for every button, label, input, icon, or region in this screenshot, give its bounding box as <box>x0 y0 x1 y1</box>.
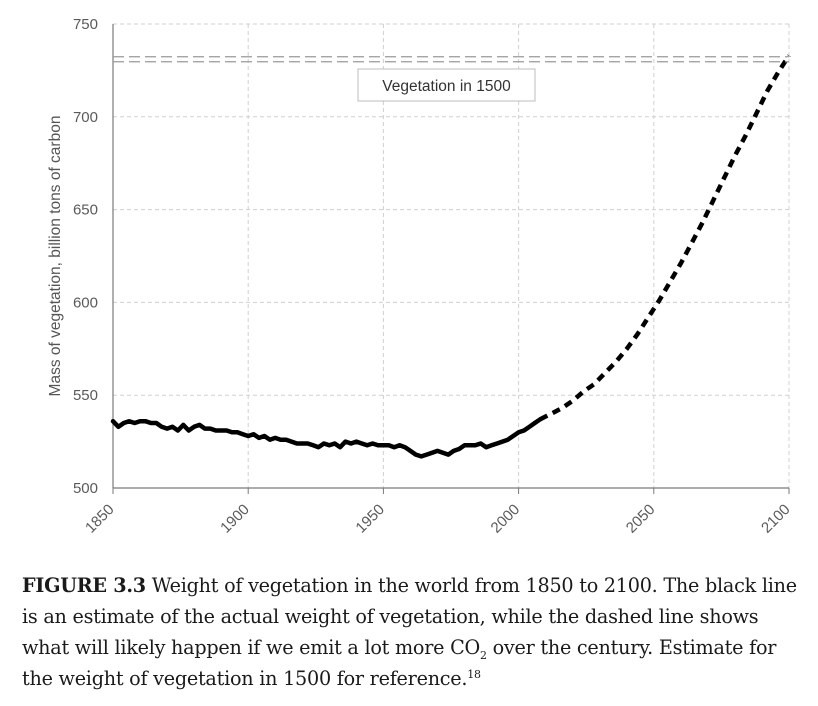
projection-line <box>539 54 791 422</box>
x-tick-2050: 2050 <box>623 501 659 537</box>
co2-subscript: 2 <box>480 649 487 662</box>
x-tick-1950: 1950 <box>352 501 388 537</box>
x-tick-1850: 1850 <box>82 501 118 537</box>
x-tick-1900: 1900 <box>217 501 253 537</box>
y-tick-labels: 500 550 600 650 700 750 <box>73 16 98 497</box>
y-tick-650: 650 <box>73 202 98 219</box>
y-tick-750: 750 <box>73 16 98 33</box>
y-tick-600: 600 <box>73 294 98 311</box>
x-tick-labels: 1850 1900 1950 2000 2050 2100 <box>82 501 794 537</box>
y-tick-550: 550 <box>73 387 98 404</box>
caption-line-1: Weight of vegetation in the world from 1… <box>151 574 797 597</box>
caption-line-4: the weight of vegetation in 1500 for ref… <box>22 667 468 690</box>
caption-line-3: what will likely happen if we emit a lot… <box>22 636 481 659</box>
footnote-marker: 18 <box>467 668 481 681</box>
annotation-label: Vegetation in 1500 <box>382 78 511 95</box>
figure-caption: FIGURE 3.3 Weight of vegetation in the w… <box>22 570 806 694</box>
y-tick-500: 500 <box>73 480 98 497</box>
figure-label: FIGURE 3.3 <box>22 574 146 597</box>
annotation-box <box>357 68 536 102</box>
y-tick-700: 700 <box>73 109 98 126</box>
annotation: Vegetation in 1500 <box>357 68 536 102</box>
caption-line-2: is an estimate of the actual weight of v… <box>22 605 759 628</box>
x-tick-2100: 2100 <box>758 501 794 537</box>
series-lines <box>110 54 791 459</box>
caption-line-3-end: over the century. Estimate for <box>492 636 777 659</box>
historical-line <box>110 417 543 459</box>
x-tick-2000: 2000 <box>488 501 524 537</box>
grid <box>113 23 790 488</box>
axes <box>112 24 790 494</box>
vegetation-chart: 500 550 600 650 700 750 1850 1900 1950 2000 2050 2… <box>47 16 794 537</box>
y-axis-label: Mass of vegetation, billion tons of carb… <box>47 116 64 397</box>
